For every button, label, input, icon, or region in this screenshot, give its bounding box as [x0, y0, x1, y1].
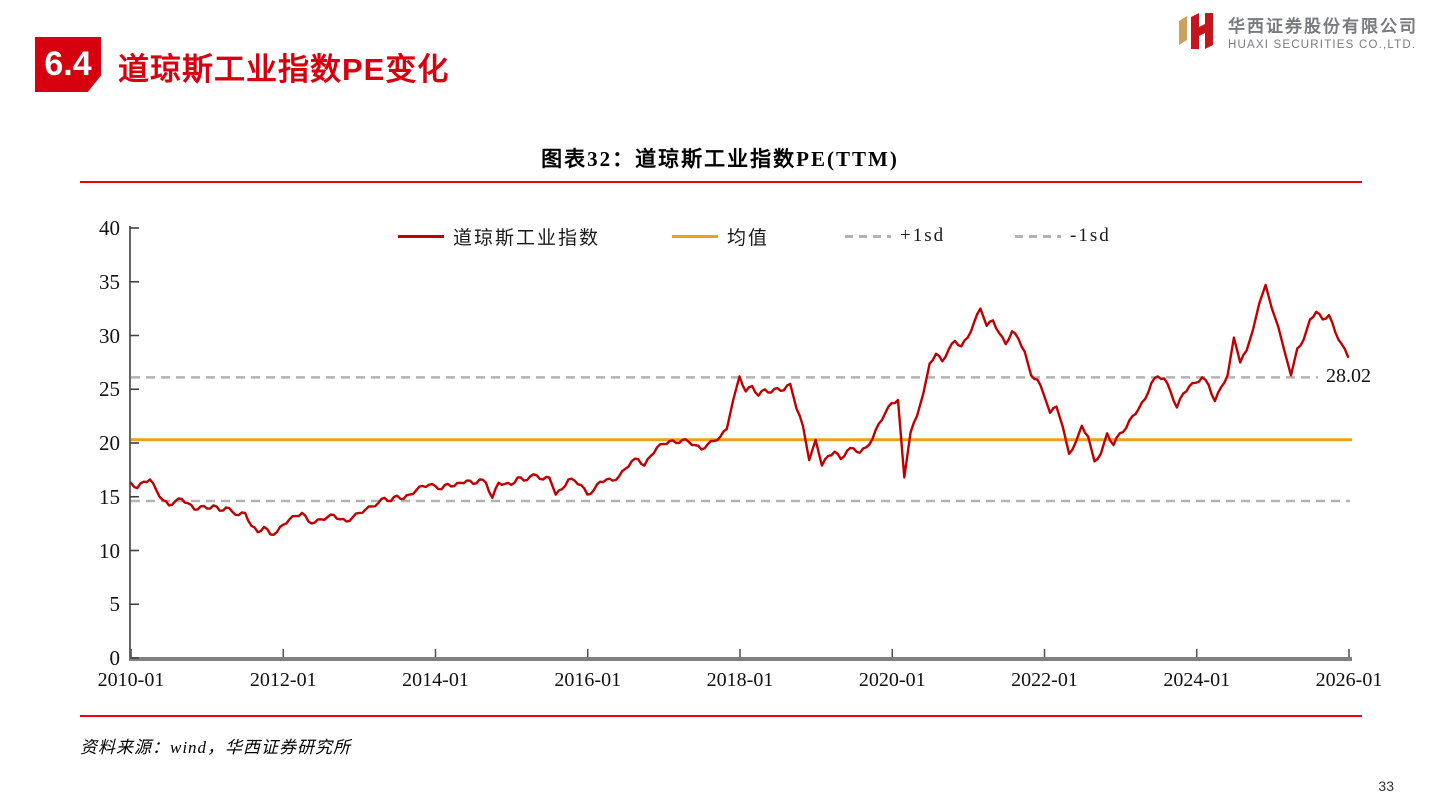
- legend-label: 道琼斯工业指数: [453, 227, 601, 249]
- legend-label: -1sd: [1070, 225, 1111, 246]
- y-tick-label: 0: [109, 646, 121, 670]
- figure-title: 图表32：道琼斯工业指数PE(TTM): [541, 147, 899, 171]
- y-tick-label: 40: [99, 216, 120, 240]
- x-tick-label: 2014-01: [402, 669, 469, 691]
- y-tick-label: 35: [99, 269, 120, 294]
- legend-line-orange-icon: [672, 234, 718, 238]
- y-tick-label: 15: [99, 484, 120, 509]
- x-tick-label: 2024-01: [1163, 669, 1231, 691]
- y-tick-label: 30: [99, 323, 120, 348]
- section-number-badge: 6.4: [35, 37, 101, 92]
- legend-label: +1sd: [900, 225, 946, 246]
- chart-legend: 道琼斯工业指数 均值 +1sd -1sd: [0, 224, 1440, 249]
- y-tick-label: 20: [99, 431, 120, 455]
- x-tick-label: 2016-01: [554, 669, 622, 691]
- source-note: 资料来源：wind，华西证券研究所: [80, 738, 352, 757]
- series-end-value-label: 28.02: [1326, 365, 1371, 388]
- legend-label: 均值: [727, 227, 770, 249]
- divider-top: [80, 181, 1362, 183]
- y-tick-label: 10: [99, 538, 120, 563]
- huaxi-logo: 华西证券股份有限公司 HUAXI SECURITIES CO.,LTD.: [1174, 8, 1418, 54]
- x-tick-label: 2010-01: [97, 669, 165, 691]
- legend-item-mean: 均值: [672, 224, 770, 249]
- divider-bottom: [80, 715, 1362, 717]
- legend-item-plus1sd: +1sd: [845, 224, 945, 248]
- company-name-cn: 华西证券股份有限公司: [1228, 16, 1418, 36]
- x-tick-label: 2012-01: [249, 669, 317, 691]
- x-tick-label: 2026-01: [1315, 669, 1383, 691]
- x-tick-label: 2020-01: [858, 669, 926, 691]
- legend-line-red-icon: [398, 234, 444, 238]
- page-number: 33: [1378, 778, 1394, 794]
- x-tick-label: 2018-01: [706, 669, 774, 691]
- x-tick-label: 2022-01: [1011, 669, 1078, 691]
- company-name-en: HUAXI SECURITIES CO.,LTD.: [1228, 38, 1417, 51]
- legend-dashed-icon: [1015, 234, 1061, 238]
- y-tick-label: 5: [109, 592, 121, 617]
- legend-item-minus1sd: -1sd: [1015, 224, 1111, 248]
- huaxi-logo-icon: [1179, 13, 1213, 49]
- huaxi-logo-text: 华西证券股份有限公司 HUAXI SECURITIES CO.,LTD.: [1228, 12, 1418, 51]
- y-tick-label: 25: [99, 377, 120, 402]
- legend-item-series: 道琼斯工业指数: [398, 224, 601, 249]
- legend-dashed-icon: [845, 234, 891, 238]
- section-title: 道琼斯工业指数PE变化: [118, 52, 450, 87]
